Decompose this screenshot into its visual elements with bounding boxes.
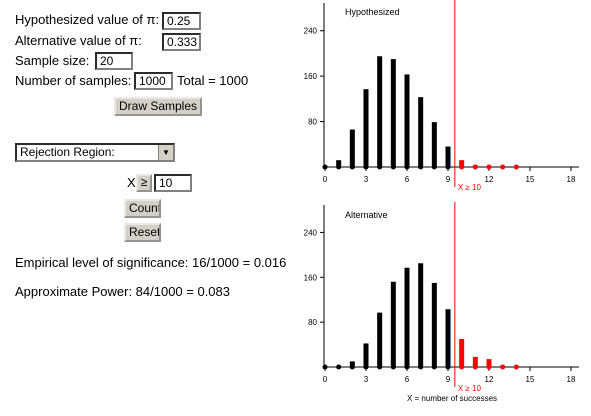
bar (445, 146, 451, 167)
bar (390, 59, 396, 167)
bar-base-point (322, 164, 328, 170)
x-tick-label: 15 (526, 175, 535, 184)
bar-base-point (322, 364, 328, 370)
significance-text: Empirical level of significance: 16/1000… (15, 255, 287, 270)
y-tick-label: 160 (304, 72, 318, 81)
chart-title: Alternative (345, 210, 388, 220)
number-of-samples-label: Number of samples: (15, 73, 132, 88)
bar-base-point (377, 164, 383, 170)
bar-base-point (363, 164, 369, 170)
bar-base-point (431, 164, 437, 170)
hypothesized-value-input[interactable]: 0.25 (162, 12, 201, 30)
bar (445, 309, 451, 367)
bar-base-point (349, 364, 355, 370)
reset-button[interactable]: Reset (124, 223, 161, 242)
bar-base-point (390, 364, 396, 370)
x-tick-label: 18 (567, 175, 576, 184)
y-tick-label: 160 (304, 273, 318, 282)
bar (472, 356, 478, 367)
x-tick-label: 6 (405, 175, 410, 184)
bar-base-point (445, 164, 451, 170)
bar (363, 89, 369, 167)
sample-size-label: Sample size: (15, 53, 90, 68)
bar (336, 160, 342, 167)
bar-base-point (459, 164, 465, 170)
x-axis-label: X = number of successes (407, 394, 497, 403)
x-variable-label: X (127, 175, 136, 190)
bar-base-point (418, 164, 424, 170)
x-tick-label: 0 (323, 175, 328, 184)
bar-base-point (336, 164, 342, 170)
bar (404, 267, 410, 367)
x-tick-label: 9 (446, 175, 451, 184)
bar-base-point (418, 364, 424, 370)
bar (418, 263, 424, 367)
count-button[interactable]: Count (124, 199, 161, 218)
x-tick-label: 9 (446, 375, 451, 384)
bar-base-point (404, 364, 410, 370)
x-tick-label: 6 (405, 375, 410, 384)
alternative-value-input[interactable]: 0.333 (162, 33, 201, 51)
y-tick-label: 240 (304, 27, 318, 36)
x-tick-label: 3 (364, 375, 369, 384)
x-tick-label: 18 (567, 375, 576, 384)
bar (459, 338, 465, 367)
x-tick-label: 12 (485, 375, 494, 384)
bar-base-point (472, 364, 478, 370)
threshold-input[interactable]: 10 (154, 174, 192, 192)
bar-base-point (390, 164, 396, 170)
bar (431, 122, 437, 167)
cutoff-label: X ≥ 10 (458, 384, 482, 393)
bar (418, 97, 424, 167)
rejection-region-select[interactable]: Rejection Region: ▼ (15, 143, 175, 162)
operator-toggle-button[interactable]: ≥ (136, 174, 152, 192)
bar (431, 282, 437, 367)
alternative-chart: Alternative 80 160 240 0 3 6 9 12 15 18 X ≥ 10X = n… (304, 202, 579, 403)
bar-base-point (513, 164, 519, 170)
bar (404, 74, 410, 167)
bar-base-point (513, 364, 519, 370)
y-tick-label: 80 (308, 318, 317, 327)
power-text: Approximate Power: 84/1000 = 0.083 (15, 284, 231, 299)
bar (377, 312, 383, 367)
x-tick-label: 12 (485, 175, 494, 184)
number-of-samples-input[interactable]: 1000 (134, 72, 173, 90)
bar-base-point (445, 364, 451, 370)
sample-size-input[interactable]: 20 (95, 52, 133, 70)
bar (390, 281, 396, 367)
bar-base-point (377, 364, 383, 370)
bar-base-point (500, 364, 506, 370)
alternative-value-label: Alternative value of π: (15, 33, 142, 48)
bar-base-point (349, 164, 355, 170)
bar-base-point (336, 364, 342, 370)
x-tick-label: 3 (364, 175, 369, 184)
bar-base-point (486, 364, 492, 370)
chart-title: Hypothesized (345, 7, 400, 17)
bar-base-point (459, 364, 465, 370)
bar (377, 56, 383, 168)
bar-base-point (431, 364, 437, 370)
bar (349, 361, 355, 367)
cutoff-label: X ≥ 10 (458, 183, 482, 192)
x-tick-label: 15 (526, 375, 535, 384)
bar (459, 160, 465, 167)
hypothesized-chart: Hypothesized 80 160 240 0 3 6 9 12 15 18 X ≥ 10 (304, 0, 579, 192)
bar-base-point (500, 164, 506, 170)
bar-base-point (472, 164, 478, 170)
bar (349, 129, 355, 167)
bar-base-point (404, 164, 410, 170)
chevron-down-icon[interactable]: ▼ (158, 145, 173, 160)
hypothesized-value-label: Hypothesized value of π: (15, 12, 160, 27)
rejection-region-selected-value: Rejection Region: (20, 145, 115, 159)
draw-samples-button[interactable]: Draw Samples (114, 97, 202, 116)
bar-base-point (486, 164, 492, 170)
bar (363, 343, 369, 367)
bar-base-point (363, 364, 369, 370)
x-tick-label: 0 (323, 375, 328, 384)
y-tick-label: 80 (308, 118, 317, 127)
total-samples-text: Total = 1000 (177, 73, 249, 88)
bar (486, 359, 492, 367)
y-tick-label: 240 (304, 228, 318, 237)
